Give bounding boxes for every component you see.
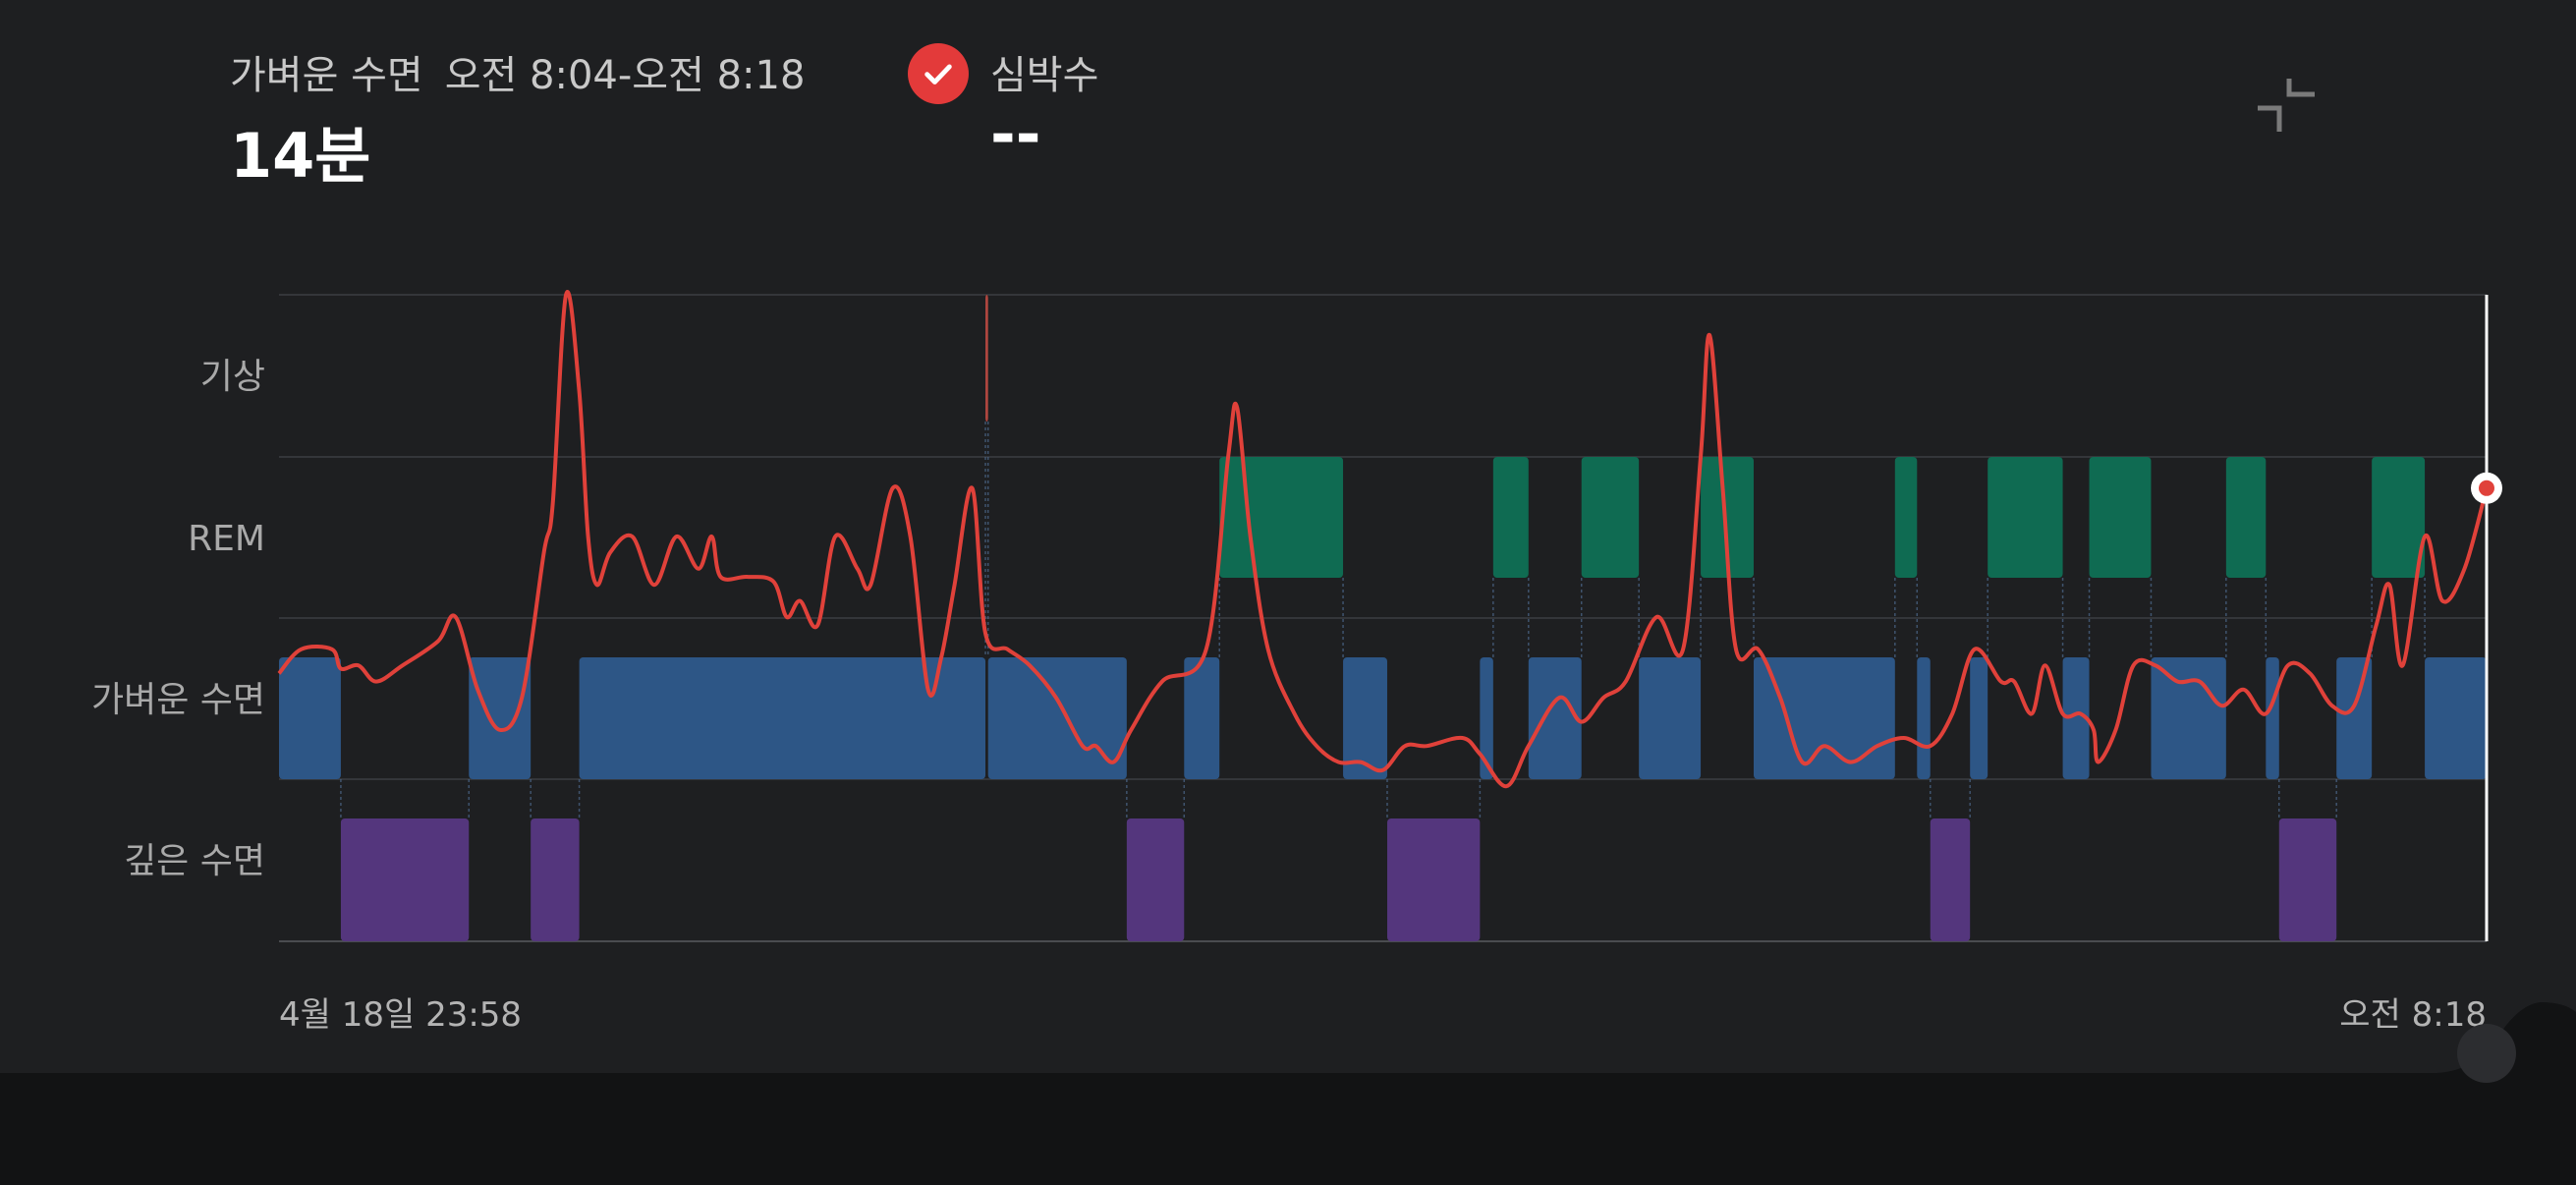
stage-bar-light (2336, 657, 2373, 779)
stage-bar-rem (1581, 457, 1640, 578)
stage-bar-light (2266, 657, 2279, 779)
duration-value: 14분 (230, 120, 371, 192)
heart-rate-label: 심박수 (990, 53, 1099, 98)
stage-bars (279, 295, 2487, 941)
heart-rate-value: -- (990, 98, 1041, 170)
stage-bar-light (279, 657, 341, 779)
x-end-label: 오전 8:18 (2339, 995, 2487, 1035)
heart-rate-block: 심박수 -- (990, 43, 1098, 165)
heart-rate-toggle[interactable]: 심박수 -- (908, 43, 1098, 165)
y-level-label: 기상 (200, 357, 265, 397)
stage-bar-rem (1894, 457, 1918, 578)
stage-bar-light (2151, 657, 2226, 779)
stage-bar-deep (1126, 818, 1185, 941)
stage-bar-awake (985, 295, 988, 422)
stage-bar-light (1970, 657, 1988, 779)
stage-bar-rem (2372, 457, 2426, 578)
x-start-label: 4월 18일 23:58 (279, 995, 522, 1035)
stage-bar-light (469, 657, 532, 779)
collapse-icon[interactable] (2250, 71, 2324, 149)
check-circle-icon[interactable] (908, 43, 969, 104)
stage-bar-light (1917, 657, 1931, 779)
stage-bar-rem (2225, 457, 2267, 578)
time-range: 오전 8:04-오전 8:18 (444, 53, 806, 98)
stage-bar-deep (1386, 818, 1481, 941)
stage-bar-deep (2278, 818, 2337, 941)
stage-bar-rem (1219, 457, 1344, 578)
stage-bar-deep (531, 818, 580, 941)
grid (279, 294, 2487, 942)
stage-bar-light (987, 657, 1127, 779)
stage-bar-light (2425, 657, 2487, 779)
heart-rate-layer (277, 290, 2502, 941)
stage-bar-rem (1701, 457, 1754, 578)
scrub-handle[interactable] (2436, 1002, 2576, 1091)
header-left: 가벼운 수면 오전 8:04-오전 8:18 14분 (230, 43, 805, 195)
stage-bar-light (1184, 657, 1220, 779)
stage-bar-light (1528, 657, 1582, 779)
stage-bar-light (1480, 657, 1493, 779)
stage-bar-light (1753, 657, 1895, 779)
stage-bar-light (1639, 657, 1702, 779)
stage-info: 가벼운 수면 오전 8:04-오전 8:18 (230, 43, 805, 100)
y-level-label: 깊은 수면 (124, 841, 265, 881)
stage-bar-light (1343, 657, 1387, 779)
stage-bar-rem (2089, 457, 2152, 578)
y-level-label: 가벼운 수면 (91, 680, 265, 720)
bottom-bar (0, 1073, 2576, 1185)
stage-bar-deep (340, 818, 470, 941)
stage-bar-rem (1988, 457, 2063, 578)
current-marker-dot (2479, 480, 2494, 496)
stage-bar-rem (1492, 457, 1529, 578)
stage-bar-light (2062, 657, 2090, 779)
heart-rate-line (277, 290, 2489, 789)
y-level-label: REM (188, 519, 265, 559)
stage-label: 가벼운 수면 (230, 53, 423, 98)
stage-bar-deep (1930, 818, 1971, 941)
stage-bar-light (579, 657, 986, 779)
